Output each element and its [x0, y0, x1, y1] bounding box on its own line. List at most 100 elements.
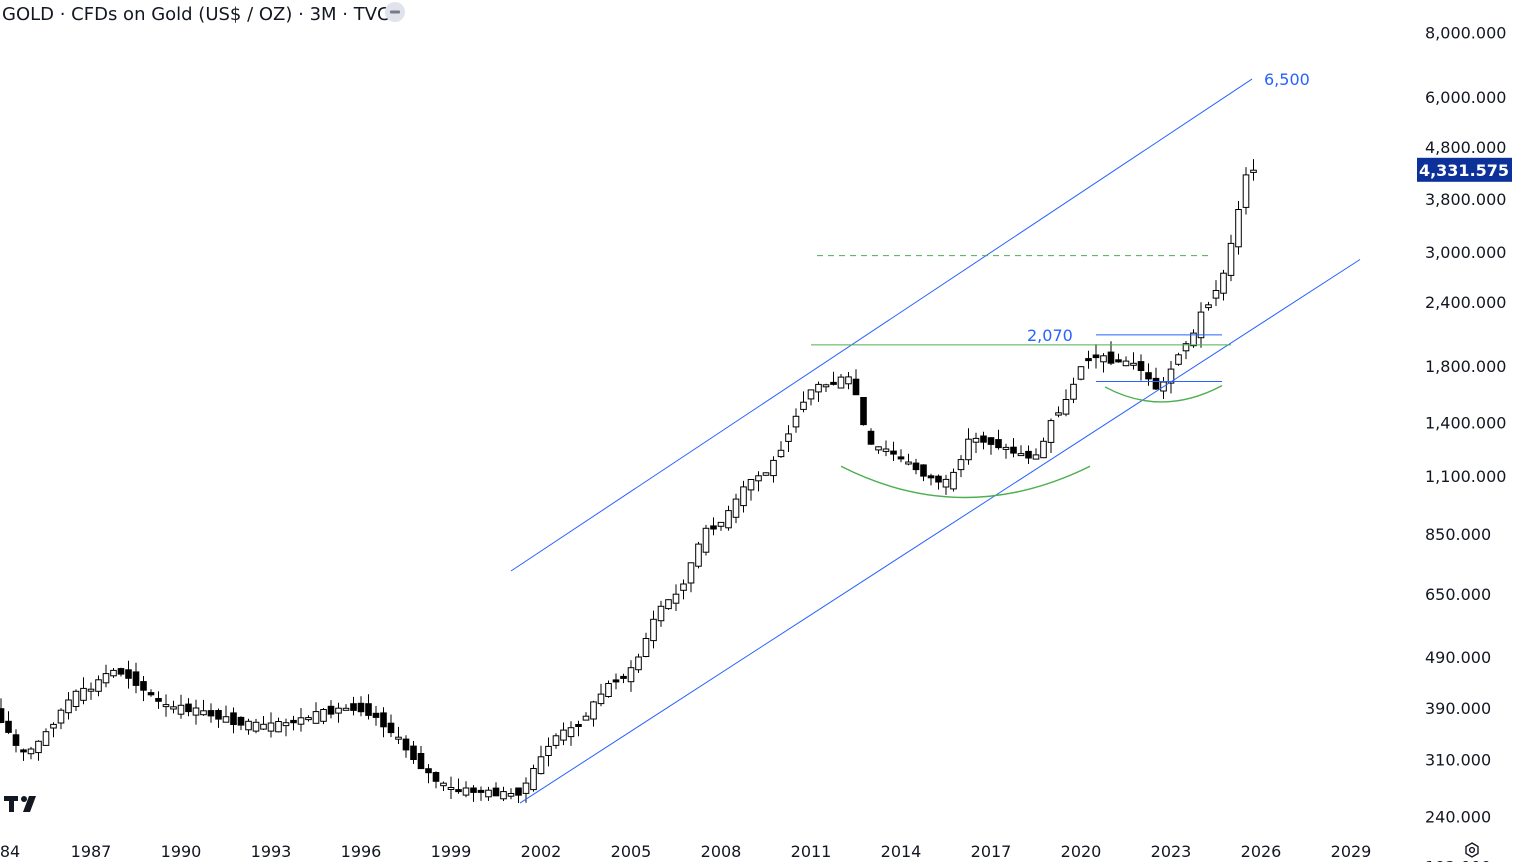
candle-body: [732, 498, 740, 518]
candle-body: [965, 438, 972, 461]
candle-body: [522, 782, 530, 794]
candle-body: [1242, 174, 1250, 208]
candle-body: [170, 706, 177, 710]
candle-body: [552, 735, 560, 746]
candle-body: [42, 731, 50, 746]
candle-body: [500, 791, 507, 800]
candle-body: [785, 433, 792, 442]
candle-body: [920, 464, 927, 477]
candle-body: [1107, 351, 1115, 364]
candle-body: [230, 712, 237, 726]
tradingview-logo-icon: [4, 796, 36, 812]
candle-body: [695, 543, 702, 567]
x-tick-label: 1990: [161, 842, 202, 861]
candle-body: [1047, 420, 1055, 443]
overlays-group: 6,500 2,070 4,331.575: [510, 70, 1512, 804]
candle-body: [357, 702, 365, 713]
candle-body: [1235, 209, 1242, 248]
candle-body: [432, 772, 440, 782]
candle-body: [267, 722, 275, 732]
candle-body: [140, 681, 147, 691]
candle-body: [275, 721, 282, 733]
chart-settings-icon[interactable]: [1465, 842, 1479, 858]
candle-body: [372, 712, 380, 718]
candle-body: [1152, 377, 1160, 390]
y-tick-label: 2,400.000: [1425, 293, 1506, 312]
candle-body: [477, 789, 485, 793]
target-annotation: 6,500: [1264, 70, 1310, 89]
candle-body: [740, 486, 747, 507]
candle-body: [1197, 311, 1205, 339]
candle-body: [597, 693, 605, 705]
chart-title: GOLD · CFDs on Gold (US$ / OZ) · 3M · TV…: [2, 4, 390, 25]
candle-body: [1137, 361, 1145, 372]
candle-body: [575, 724, 582, 727]
x-tick-label: 2017: [971, 842, 1012, 861]
candle-body: [1085, 358, 1092, 362]
x-tick-label: 2011: [791, 842, 832, 861]
candle-body: [605, 683, 612, 697]
candle-body: [387, 722, 395, 734]
candle-body: [1002, 446, 1010, 450]
candle-body: [860, 397, 867, 426]
candle-body: [395, 736, 402, 740]
candle-body: [515, 787, 522, 796]
candle-body: [410, 745, 417, 760]
candle-body: [882, 448, 890, 452]
y-tick-label: 1,100.000: [1425, 467, 1506, 486]
candle-body: [822, 384, 830, 388]
candle-body: [1025, 450, 1032, 459]
candle-body: [5, 720, 12, 733]
candle-body: [417, 753, 425, 770]
candle-body: [875, 446, 882, 451]
candle-body: [665, 599, 672, 610]
candle-body: [567, 727, 575, 738]
candle-body: [252, 721, 260, 732]
candle-body: [1100, 355, 1107, 363]
x-tick-label: 84: [0, 842, 20, 861]
candle-body: [72, 690, 80, 707]
candle-body: [95, 679, 102, 692]
candle-body: [830, 381, 837, 385]
candle-body: [305, 717, 312, 721]
x-tick-label: 2008: [701, 842, 742, 861]
candle-body: [320, 709, 327, 722]
candle-body: [987, 437, 995, 445]
y-tick-label: 1,800.000: [1425, 357, 1506, 376]
candle-body: [282, 722, 290, 727]
candle-body: [747, 479, 755, 491]
x-tick-label: 2026: [1241, 842, 1282, 861]
candle-body: [290, 719, 297, 724]
candle-body: [297, 717, 305, 725]
y-tick-label: 310.000: [1425, 750, 1491, 769]
candle-body: [1190, 332, 1197, 347]
candle-body: [117, 668, 125, 675]
candle-body: [620, 675, 627, 679]
candle-body: [245, 720, 252, 731]
candle-body: [162, 704, 170, 708]
candle-body: [20, 749, 27, 753]
candle-body: [972, 437, 980, 443]
candle-body: [492, 787, 500, 797]
candle-body: [717, 521, 725, 527]
candle-body: [777, 449, 785, 458]
x-tick-label: 1987: [71, 842, 112, 861]
candle-body: [867, 430, 875, 445]
candle-body: [102, 673, 110, 684]
candle-body: [425, 768, 432, 774]
y-tick-label: 1,400.000: [1425, 413, 1506, 432]
y-tick-label: 6,000.000: [1425, 88, 1506, 107]
candle-body: [927, 475, 935, 479]
candle-body: [710, 525, 717, 530]
y-tick-label: 390.000: [1425, 699, 1491, 718]
candle-body: [1130, 362, 1137, 366]
candle-body: [702, 527, 710, 553]
candle-body: [905, 461, 912, 465]
candle-body: [177, 704, 185, 715]
channel-upper-line: [510, 78, 1253, 572]
title-menu-button[interactable]: [385, 2, 405, 22]
candle-body: [807, 389, 815, 400]
candle-body: [110, 669, 117, 677]
candle-body: [462, 787, 470, 796]
